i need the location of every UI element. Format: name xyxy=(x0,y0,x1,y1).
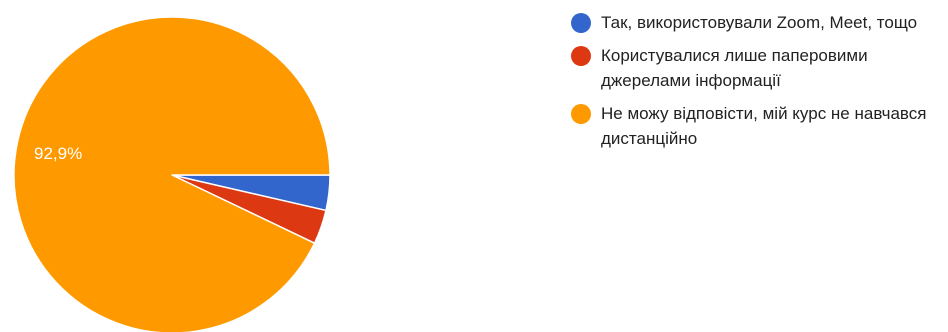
legend-swatch-paper xyxy=(571,46,591,66)
legend-label-no-answer: Не можу відповісти, мій курс не навчався… xyxy=(601,104,927,148)
legend-label-zoom: Так, використовували Zoom, Meet, тощо xyxy=(601,13,918,32)
legend-item-no-answer: Не можу відповісти, мій курс не навчався… xyxy=(571,101,948,151)
pie-data-label-no-answer: 92,9% xyxy=(34,144,82,163)
legend-item-zoom: Так, використовували Zoom, Meet, тощо xyxy=(571,10,948,35)
legend-swatch-zoom xyxy=(571,13,591,33)
legend-label-paper: Користувалися лише паперовими джерелами … xyxy=(601,46,868,90)
pie-slice-no-answer xyxy=(13,16,331,332)
legend: Так, використовували Zoom, Meet, тощо Ко… xyxy=(571,10,948,159)
legend-swatch-no-answer xyxy=(571,104,591,124)
legend-item-paper: Користувалися лише паперовими джерелами … xyxy=(571,43,948,93)
